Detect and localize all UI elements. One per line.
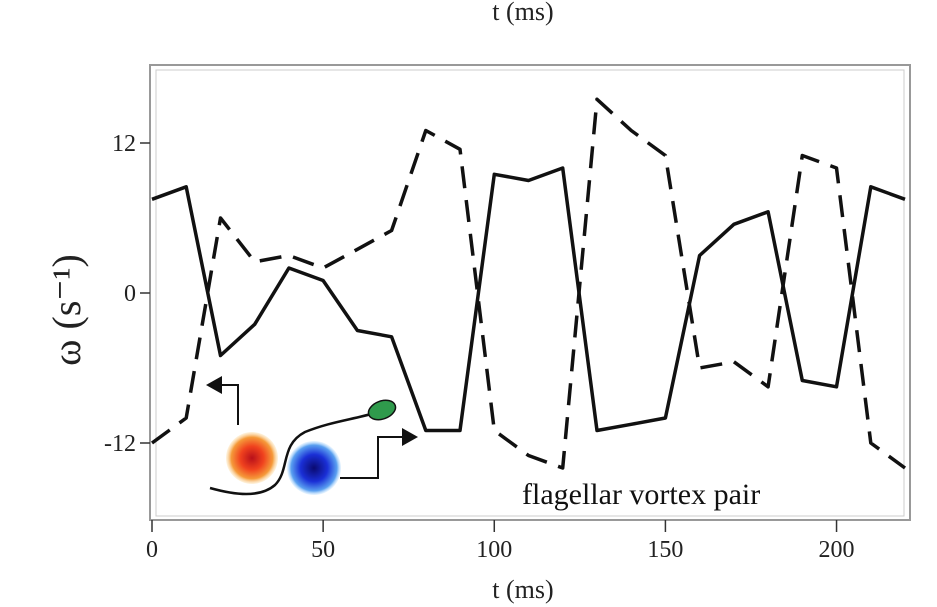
y-tick-label: -12 — [104, 431, 136, 457]
right-arrow-head-icon — [402, 428, 418, 446]
left-arrow-head-icon — [206, 376, 222, 394]
left-arrow-line — [218, 384, 239, 425]
y-tick-label: 12 — [112, 131, 136, 157]
positive-vortex — [226, 432, 278, 484]
x-tick-label: 50 — [311, 537, 335, 563]
axis-ticks: 0 50 100 150 200 12 0 -12 — [104, 131, 855, 563]
series-line-dashed — [150, 97, 907, 470]
vortex-pair-illustration — [206, 376, 418, 496]
cell-head-icon — [367, 399, 397, 421]
x-tick-label: 150 — [647, 537, 683, 563]
series-line-solid — [151, 166, 906, 433]
x-tick-label: 100 — [476, 537, 512, 563]
x-tick-label: 200 — [819, 537, 855, 563]
y-tick-label: 0 — [124, 281, 136, 307]
negative-vortex — [287, 441, 341, 495]
x-tick-label: 0 — [146, 537, 158, 563]
series-layer — [150, 97, 907, 470]
right-arrow-line — [340, 436, 402, 479]
y-axis-label: ω (s⁻¹) — [44, 254, 89, 366]
flagellum — [209, 411, 376, 496]
x-axis-label: t (ms) — [492, 575, 553, 604]
plot-inner-frame — [155, 69, 905, 517]
top-axis-label: t (ms) — [492, 0, 553, 26]
annotation-text: flagellar vortex pair — [522, 478, 760, 511]
